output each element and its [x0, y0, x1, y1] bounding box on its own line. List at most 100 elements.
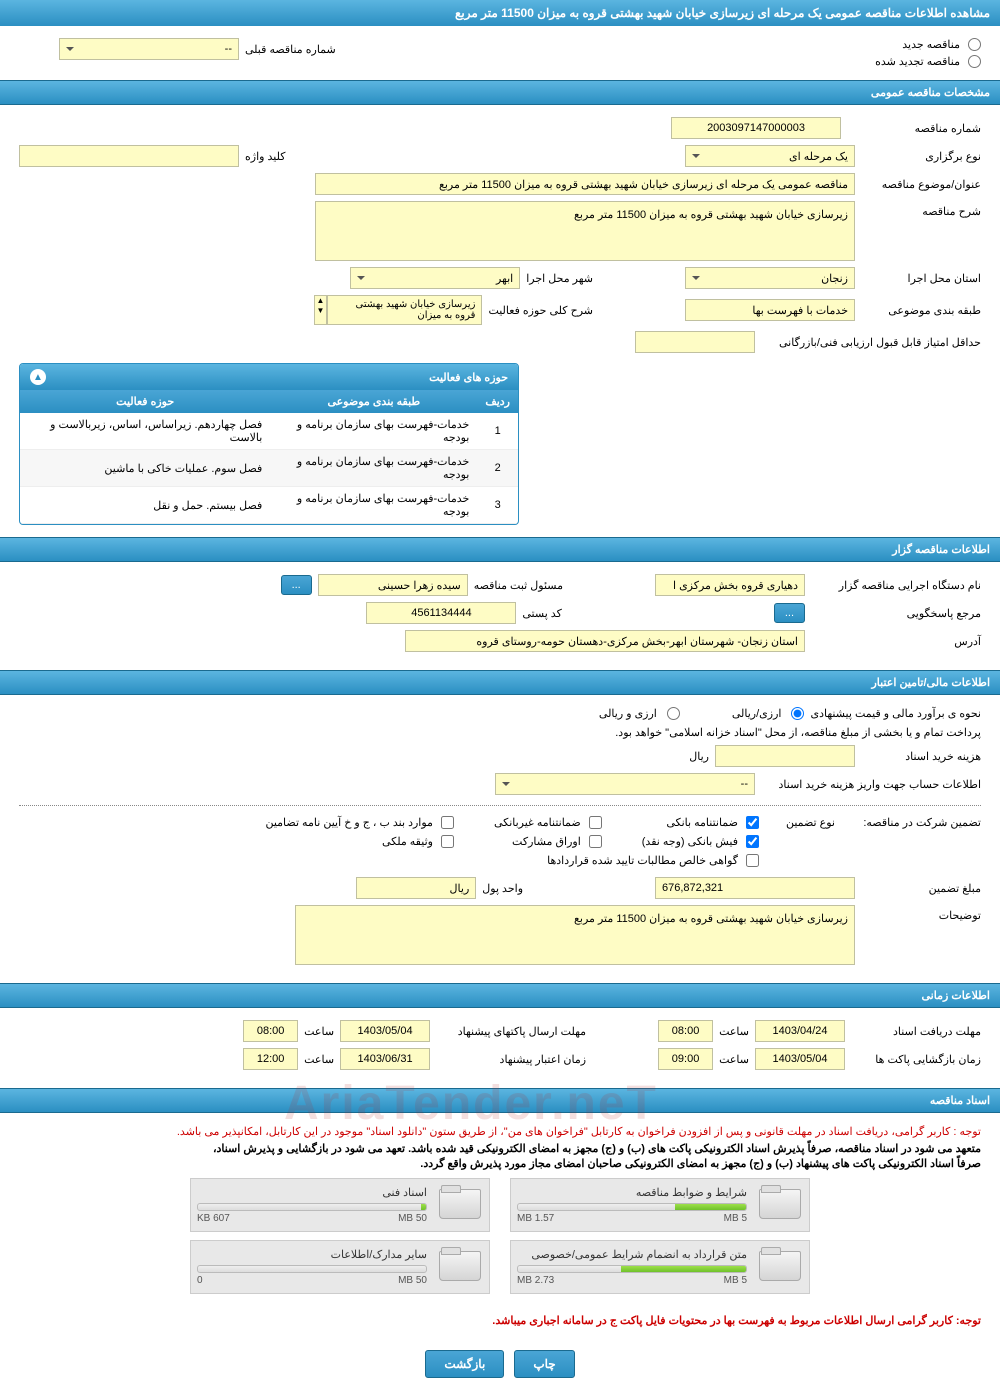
deposit-account-select[interactable]: -- [495, 773, 755, 795]
section-financial-header: اطلاعات مالی/تامین اعتبار [0, 670, 1000, 695]
chevron-down-icon [502, 782, 510, 790]
postal-field: 4561134444 [366, 602, 516, 624]
holding-type-label: نوع برگزاری [861, 150, 981, 163]
money-unit-label: واحد پول [482, 882, 523, 895]
progress-bar [517, 1265, 747, 1273]
send-deadline-label: مهلت ارسال پاکتهای پیشنهاد [436, 1025, 586, 1038]
registrar-label: مسئول ثبت مناقصه [474, 579, 563, 592]
section-general-header: مشخصات مناقصه عمومی [0, 80, 1000, 105]
keyword-label: کلید واژه [245, 150, 285, 163]
validity-label: زمان اعتبار پیشنهاد [436, 1053, 586, 1066]
folder-title: سایر مدارک/اطلاعات [197, 1248, 427, 1261]
registrar-more-button[interactable]: ... [281, 575, 312, 595]
address-field: استان زنجان- شهرستان ابهر-بخش مرکزی-دهست… [405, 630, 805, 652]
treasury-note: پرداخت تمام و یا بخشی از مبلغ مناقصه، از… [615, 726, 981, 739]
chk-bylaw[interactable] [441, 816, 454, 829]
description-field[interactable]: زیرسازی خیابان شهید بهشتی قروه به میزان … [315, 201, 855, 261]
send-deadline-date: 1403/05/04 [340, 1020, 430, 1042]
guarantee-label: تضمین شرکت در مناقصه: [841, 816, 981, 829]
validity-date: 1403/06/31 [340, 1048, 430, 1070]
tender-mode-renewed-label: مناقصه تجدید شده [875, 55, 960, 68]
chk-bank-receipt[interactable] [746, 835, 759, 848]
currency-radio-1[interactable] [791, 707, 804, 720]
folder-card[interactable]: اسناد فنی50 MB607 KB [190, 1178, 490, 1232]
collapse-icon[interactable]: ▲ [30, 369, 46, 385]
chk-bylaw-label: موارد بند ب ، ج و خ آیین نامه تضامین [265, 816, 432, 829]
notes-label: توضیحات [861, 905, 981, 922]
progress-bar [197, 1265, 427, 1273]
scroll-down-icon[interactable]: ▼ [315, 306, 327, 316]
guarantee-amount-label: مبلغ تضمین [861, 882, 981, 895]
chk-bonds[interactable] [589, 835, 602, 848]
address-label: آدرس [811, 635, 981, 648]
folder-card[interactable]: متن قرارداد به انضمام شرایط عمومی/خصوصی5… [510, 1240, 810, 1294]
exec-city-value: ابهر [496, 272, 513, 285]
activity-scope-label: شرح کلی حوزه فعالیت [488, 304, 593, 317]
table-row: 3خدمات-فهرست بهای سازمان برنامه و بودجهف… [20, 487, 518, 524]
guarantee-type-label: نوع تضمین [765, 816, 835, 829]
subject-label: عنوان/موضوع مناقصه [861, 178, 981, 191]
keyword-field[interactable] [19, 145, 239, 167]
money-unit-field: ریال [356, 877, 476, 899]
chk-bank-guarantee[interactable] [746, 816, 759, 829]
prev-tender-number-select[interactable]: -- [59, 38, 239, 60]
tender-mode-new-radio[interactable] [968, 38, 981, 51]
receive-deadline-label: مهلت دریافت اسناد [851, 1025, 981, 1038]
guarantee-amount-field[interactable]: 676,872,321 [655, 877, 855, 899]
currency-radio-2[interactable] [667, 707, 680, 720]
exec-city-label: شهر محل اجرا [526, 272, 593, 285]
chk-property-deed[interactable] [441, 835, 454, 848]
col-activity: حوزه فعالیت [20, 390, 270, 413]
folder-title: متن قرارداد به انضمام شرایط عمومی/خصوصی [517, 1248, 747, 1261]
time-label-1: ساعت [719, 1025, 749, 1038]
documents-notice-2: صرفاً اسناد الکترونیکی پاکت های پیشنهاد … [19, 1157, 981, 1170]
separator [19, 805, 981, 806]
min-score-field[interactable] [635, 331, 755, 353]
progress-bar [517, 1203, 747, 1211]
chk-net-receivables[interactable] [746, 854, 759, 867]
time-label-3: ساعت [719, 1053, 749, 1066]
folder-card[interactable]: شرایط و ضوابط مناقصه5 MB1.57 MB [510, 1178, 810, 1232]
section-organizer-header: اطلاعات مناقصه گزار [0, 537, 1000, 562]
chevron-down-icon [357, 276, 365, 284]
send-deadline-time: 08:00 [243, 1020, 298, 1042]
page-title: مشاهده اطلاعات مناقصه عمومی یک مرحله ای … [0, 0, 1000, 26]
back-button[interactable]: بازگشت [425, 1350, 504, 1378]
activity-scope-field: زیرسازی خیابان شهید بهشتی قروه به میزان [327, 295, 482, 325]
tender-number-field: 2003097147000003 [671, 117, 841, 139]
scroll-up-icon[interactable]: ▲ [315, 296, 327, 306]
col-row: ردیف [477, 390, 518, 413]
subject-field[interactable]: مناقصه عمومی یک مرحله ای زیرسازی خیابان … [315, 173, 855, 195]
exec-city-select[interactable]: ابهر [350, 267, 520, 289]
table-row: 1خدمات-فهرست بهای سازمان برنامه و بودجهف… [20, 413, 518, 450]
folder-used: 1.57 MB [517, 1213, 554, 1224]
table-row: 2خدمات-فهرست بهای سازمان برنامه و بودجهف… [20, 450, 518, 487]
col-classification: طبقه بندی موضوعی [270, 390, 477, 413]
chk-bank-receipt-label: فیش بانکی (وجه نقد) [642, 835, 738, 848]
exec-province-value: زنجان [821, 272, 848, 285]
documents-notice-red: توجه : کاربر گرامی، دریافت اسناد در مهلت… [19, 1125, 981, 1138]
chk-net-receivables-label: گواهی خالص مطالبات تایید شده قراردادها [547, 854, 738, 867]
responder-more-button[interactable]: ... [774, 603, 805, 623]
tender-mode-renewed-radio[interactable] [968, 55, 981, 68]
folder-card[interactable]: سایر مدارک/اطلاعات50 MB0 [190, 1240, 490, 1294]
receive-deadline-time: 08:00 [658, 1020, 713, 1042]
purchase-cost-field[interactable] [715, 745, 855, 767]
receive-deadline-date: 1403/04/24 [755, 1020, 845, 1042]
chk-nonbank-guarantee[interactable] [589, 816, 602, 829]
chevron-down-icon [692, 154, 700, 162]
print-button[interactable]: چاپ [514, 1350, 574, 1378]
folder-total: 50 MB [398, 1213, 427, 1224]
postal-label: کد پستی [522, 607, 561, 620]
activity-scope-scroll[interactable]: ▲ ▼ [314, 295, 328, 325]
opening-date: 1403/05/04 [755, 1048, 845, 1070]
documents-footer-red: توجه: کاربر گرامی ارسال اطلاعات مربوط به… [19, 1314, 981, 1327]
folder-used: 2.73 MB [517, 1275, 554, 1286]
exec-province-label: استان محل اجرا [861, 272, 981, 285]
tender-mode-new-label: مناقصه جدید [902, 38, 960, 51]
holding-type-select[interactable]: یک مرحله ای [685, 145, 855, 167]
folder-title: شرایط و ضوابط مناقصه [517, 1186, 747, 1199]
exec-province-select[interactable]: زنجان [685, 267, 855, 289]
notes-field[interactable]: زیرسازی خیابان شهید بهشتی قروه به میزان … [295, 905, 855, 965]
progress-bar [197, 1203, 427, 1211]
